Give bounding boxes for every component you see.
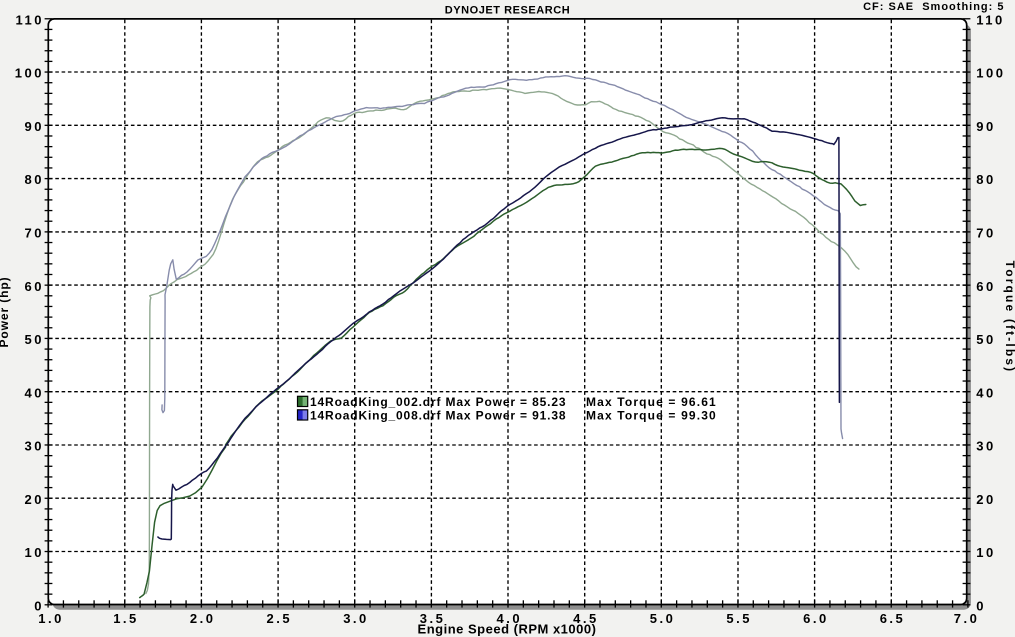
svg-text:1.0: 1.0: [38, 611, 64, 626]
svg-text:14RoadKing_008.drf Max Power =: 14RoadKing_008.drf Max Power = 91.38: [310, 409, 566, 423]
svg-text:5.0: 5.0: [650, 611, 676, 626]
svg-text:5.5: 5.5: [726, 611, 752, 626]
svg-text:40: 40: [25, 385, 44, 400]
svg-text:2.5: 2.5: [267, 611, 293, 626]
svg-text:100: 100: [15, 66, 44, 81]
svg-text:3.0: 3.0: [343, 611, 369, 626]
svg-text:CF: SAE Smoothing: 5: CF: SAE Smoothing: 5: [863, 1, 1004, 13]
svg-text:Engine Speed (RPM x1000): Engine Speed (RPM x1000): [418, 622, 597, 637]
svg-text:50: 50: [25, 332, 44, 347]
svg-text:0: 0: [976, 598, 986, 613]
svg-text:Max Torque = 96.61: Max Torque = 96.61: [586, 395, 717, 409]
svg-text:10: 10: [976, 545, 995, 560]
svg-text:14RoadKing_002.drf Max Power =: 14RoadKing_002.drf Max Power = 85.23: [310, 395, 566, 409]
svg-text:0: 0: [34, 598, 44, 613]
svg-text:30: 30: [25, 439, 44, 454]
svg-text:50: 50: [976, 332, 995, 347]
svg-text:20: 20: [25, 492, 44, 507]
svg-text:80: 80: [25, 172, 44, 187]
svg-text:70: 70: [25, 226, 44, 241]
svg-text:6.5: 6.5: [880, 611, 906, 626]
svg-text:100: 100: [976, 66, 1005, 81]
svg-text:7.0: 7.0: [954, 611, 980, 626]
svg-text:60: 60: [25, 279, 44, 294]
svg-text:Torque (ft-lbs): Torque (ft-lbs): [1003, 261, 1015, 374]
svg-text:30: 30: [976, 439, 995, 454]
svg-text:3.5: 3.5: [420, 611, 446, 626]
svg-text:70: 70: [976, 226, 995, 241]
svg-text:40: 40: [976, 385, 995, 400]
svg-text:1.5: 1.5: [113, 611, 139, 626]
svg-text:Max Torque = 99.30: Max Torque = 99.30: [586, 409, 717, 423]
svg-text:4.0: 4.0: [497, 611, 523, 626]
svg-text:110: 110: [976, 12, 1004, 27]
svg-text:10: 10: [25, 545, 44, 560]
svg-text:20: 20: [976, 492, 995, 507]
svg-text:90: 90: [25, 119, 44, 134]
svg-text:Power (hp): Power (hp): [0, 277, 11, 348]
svg-text:60: 60: [976, 279, 995, 294]
svg-text:DYNOJET RESEARCH: DYNOJET RESEARCH: [445, 5, 571, 17]
svg-text:4.5: 4.5: [573, 611, 599, 626]
svg-text:90: 90: [976, 119, 995, 134]
svg-text:6.0: 6.0: [803, 611, 829, 626]
svg-text:80: 80: [976, 172, 995, 187]
svg-text:2.0: 2.0: [190, 611, 216, 626]
svg-text:110: 110: [16, 12, 44, 27]
